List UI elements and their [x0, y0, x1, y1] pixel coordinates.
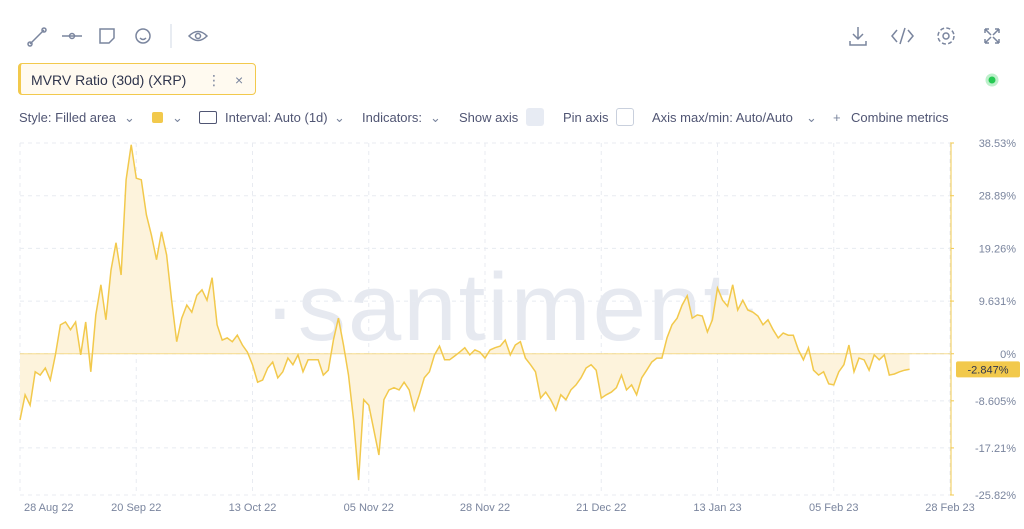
x-tick-label: 13 Oct 22	[229, 502, 277, 514]
line	[19, 144, 910, 481]
fullscreen[interactable]	[984, 28, 1000, 44]
x-tick-label: 21 Dec 22	[576, 502, 626, 514]
y-tick-label: -17.21%	[975, 443, 1016, 455]
y-tick-label: 28.89%	[979, 191, 1017, 203]
show-axis-label: Show axis	[459, 110, 519, 125]
chevron: ⌄	[124, 110, 135, 125]
current-value-label: -2.847%	[968, 364, 1009, 376]
settings[interactable]	[937, 27, 955, 45]
download[interactable]	[849, 27, 867, 46]
x-tick-label: 05 Nov 22	[344, 502, 394, 514]
y-tick-label: 9.631%	[979, 296, 1017, 308]
metric-chip[interactable]: MVRV Ratio (30d) (XRP) ⋮ ×	[18, 63, 256, 95]
hline-tool[interactable]	[62, 32, 82, 40]
pin-axis-checkbox[interactable]	[616, 108, 634, 126]
area	[20, 144, 910, 481]
metric-menu[interactable]: ⋮	[207, 72, 221, 88]
combine-metrics[interactable]: Combine metrics	[851, 110, 949, 125]
y-tick-label: 0%	[1000, 349, 1016, 361]
pin-axis-label: Pin axis	[563, 110, 609, 125]
chevron: ⌄	[334, 110, 345, 125]
interval-select[interactable]: Interval: Auto (1d)	[225, 110, 328, 125]
live-indicator	[985, 73, 999, 87]
style-select[interactable]: Style: Filled area	[19, 110, 116, 125]
x-tick-label: 28 Feb 23	[925, 502, 975, 514]
chevron: ⌄	[430, 110, 441, 125]
view-tool[interactable]	[187, 30, 209, 42]
y-tick-label: -25.82%	[975, 490, 1016, 502]
axis-range-select[interactable]: Axis max/min: Auto/Auto	[652, 110, 793, 125]
x-tick-label: 28 Nov 22	[460, 502, 510, 514]
color-picker[interactable]	[152, 112, 163, 123]
x-tick-label: 20 Sep 22	[111, 502, 161, 514]
metric-name: MVRV Ratio (30d) (XRP)	[31, 72, 187, 88]
indicators-select[interactable]: Indicators:	[362, 110, 422, 125]
line-tool[interactable]	[27, 27, 47, 47]
chevron: ⌄	[172, 110, 183, 125]
embed[interactable]	[891, 27, 914, 45]
x-tick-label: 28 Aug 22	[24, 502, 74, 514]
emoji-tool[interactable]	[135, 28, 151, 44]
combine-plus: +	[833, 110, 841, 125]
metric-close[interactable]: ×	[235, 72, 244, 88]
x-tick-label: 05 Feb 23	[809, 502, 859, 514]
interval-icon	[199, 111, 217, 124]
y-tick-label: 19.26%	[979, 243, 1017, 255]
y-tick-label: 38.53%	[979, 138, 1017, 150]
x-tick-label: 13 Jan 23	[693, 502, 741, 514]
current-value-tag	[956, 361, 1020, 378]
y-tick-label: -8.605%	[975, 396, 1016, 408]
chevron: ⌄	[806, 110, 817, 125]
note-tool[interactable]	[99, 28, 115, 44]
show-axis-checkbox[interactable]	[526, 108, 544, 126]
